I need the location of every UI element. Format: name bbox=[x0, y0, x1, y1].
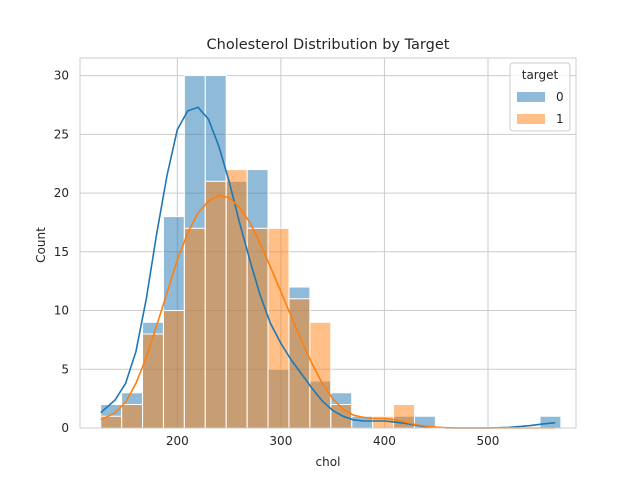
kde-curves bbox=[100, 106, 556, 429]
bar-series-1 bbox=[142, 333, 164, 429]
x-tick-label: 400 bbox=[373, 434, 396, 448]
legend: target 0 1 bbox=[509, 62, 571, 132]
tick-labels: 200 300 400 500 0 5 10 15 20 25 30 bbox=[54, 69, 500, 448]
x-tick-label: 200 bbox=[166, 434, 189, 448]
bar-series-0 bbox=[539, 415, 562, 429]
kde-line-series-1 bbox=[100, 194, 556, 429]
legend-label-0: 0 bbox=[556, 90, 564, 104]
bar-series-1 bbox=[183, 227, 206, 429]
y-tick-label: 20 bbox=[54, 186, 69, 200]
chart-title: Cholesterol Distribution by Target bbox=[207, 37, 450, 53]
bar-series-1 bbox=[246, 227, 269, 429]
legend-title: target bbox=[522, 68, 559, 82]
y-tick-label: 15 bbox=[54, 245, 69, 259]
y-tick-label: 25 bbox=[54, 127, 69, 141]
y-tick-label: 0 bbox=[61, 421, 69, 435]
x-axis-label: chol bbox=[316, 455, 341, 469]
bar-series-1 bbox=[204, 180, 227, 429]
bar-series-1 bbox=[121, 404, 144, 429]
legend-swatch-1 bbox=[517, 114, 545, 124]
x-tick-label: 500 bbox=[477, 434, 500, 448]
bar-series-1 bbox=[309, 321, 332, 429]
y-tick-label: 5 bbox=[61, 362, 69, 376]
y-tick-label: 30 bbox=[54, 69, 69, 83]
bar-series-1 bbox=[267, 227, 290, 429]
y-tick-label: 10 bbox=[54, 304, 69, 318]
y-axis-label: Count bbox=[34, 227, 48, 263]
x-tick-label: 300 bbox=[269, 434, 292, 448]
bar-series-1 bbox=[162, 310, 185, 429]
legend-swatch-0 bbox=[517, 92, 545, 102]
legend-label-1: 1 bbox=[556, 112, 564, 126]
plot-frame bbox=[79, 57, 577, 429]
